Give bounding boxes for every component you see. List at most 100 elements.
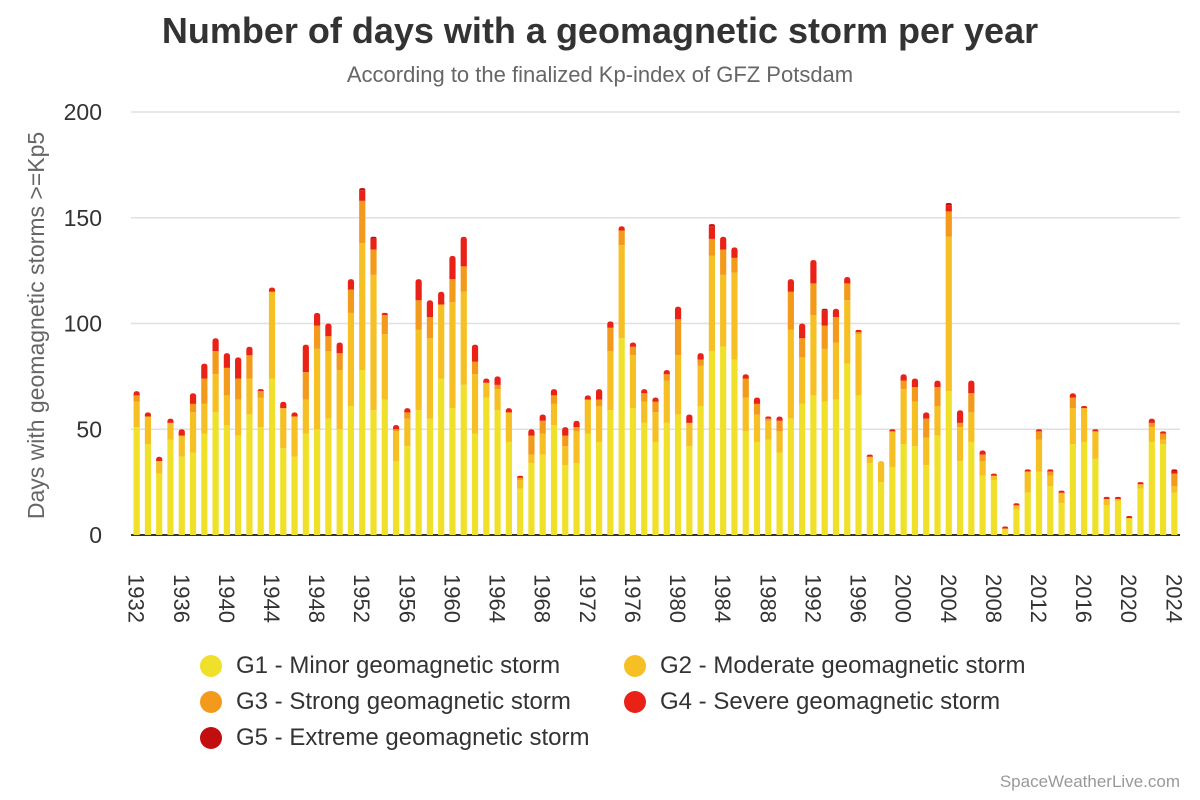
bar-segment-1985-g3[interactable] [731, 257, 738, 273]
bar-segment-1939-g1[interactable] [212, 412, 219, 535]
bar-segment-1932-g4[interactable] [133, 391, 140, 396]
bar-stack-1973[interactable] [596, 389, 603, 535]
bar-segment-1994-g2[interactable] [832, 342, 840, 400]
bar-segment-1964-g4[interactable] [494, 376, 501, 385]
bar-segment-2006-g2[interactable] [968, 412, 975, 442]
bar-segment-2010-g4[interactable] [1013, 503, 1020, 506]
bar-segment-1980-g4[interactable] [674, 306, 682, 320]
bar-stack-2016[interactable] [1081, 405, 1088, 535]
bar-stack-1997[interactable] [866, 454, 873, 535]
bar-stack-1936[interactable] [178, 429, 185, 535]
bar-segment-1997-g4[interactable] [866, 454, 873, 457]
bar-segment-1989-g4[interactable] [776, 416, 783, 421]
bar-segment-1958-g3[interactable] [426, 317, 434, 339]
bar-segment-1986-g1[interactable] [742, 431, 749, 535]
bar-segment-1992-g4[interactable] [810, 260, 817, 284]
bar-segment-1970-g3[interactable] [562, 435, 569, 447]
bar-segment-1988-g1[interactable] [765, 439, 772, 535]
bar-segment-1971-g2[interactable] [573, 431, 580, 464]
bar-stack-2017[interactable] [1092, 429, 1099, 535]
bar-segment-1984-g4[interactable] [720, 236, 727, 250]
bar-segment-1971-g3[interactable] [573, 427, 580, 432]
bar-segment-1993-g4[interactable] [821, 310, 828, 326]
bar-segment-2003-g4[interactable] [934, 380, 941, 387]
bar-segment-1982-g4[interactable] [697, 353, 704, 360]
bar-segment-1932-g3[interactable] [133, 395, 140, 402]
bar-stack-1991[interactable] [799, 323, 806, 536]
bar-stack-2020[interactable] [1126, 515, 1133, 535]
bar-stack-1984[interactable] [720, 236, 727, 535]
bar-stack-1958[interactable] [426, 300, 434, 535]
bar-segment-2004-g3[interactable] [945, 211, 952, 237]
bar-segment-1935-g2[interactable] [167, 422, 174, 440]
bar-segment-1932-g1[interactable] [133, 427, 140, 535]
bar-stack-1937[interactable] [189, 393, 197, 535]
bar-segment-1941-g2[interactable] [235, 399, 242, 436]
bar-segment-1939-g4[interactable] [212, 338, 219, 351]
bar-segment-1940-g3[interactable] [223, 367, 230, 396]
bar-segment-2021-g4[interactable] [1137, 482, 1144, 485]
bar-stack-1987[interactable] [753, 397, 761, 535]
bar-segment-2012-g2[interactable] [1035, 439, 1043, 472]
bar-segment-2009-g1[interactable] [1002, 528, 1009, 535]
bar-segment-1960-g4[interactable] [449, 255, 456, 280]
bar-segment-1954-g3[interactable] [381, 315, 388, 335]
bar-stack-2002[interactable] [923, 412, 930, 535]
bar-segment-1961-g4[interactable] [460, 236, 467, 267]
bar-segment-1950-g3[interactable] [336, 353, 343, 371]
bar-segment-1934-g2[interactable] [156, 460, 163, 474]
bar-stack-2015[interactable] [1069, 393, 1076, 535]
bar-segment-1934-g1[interactable] [156, 473, 163, 535]
bar-stack-1993[interactable] [821, 308, 828, 535]
bar-segment-2019-g2[interactable] [1114, 499, 1122, 502]
bar-stack-1999[interactable] [889, 429, 896, 535]
bar-segment-1937-g3[interactable] [189, 403, 197, 413]
bar-segment-1993-g5[interactable] [821, 308, 828, 311]
bar-segment-2016-g2[interactable] [1081, 408, 1088, 442]
bar-segment-1996-g4[interactable] [855, 329, 862, 332]
bar-segment-1960-g2[interactable] [449, 302, 456, 409]
legend-item-g5[interactable]: G5 - Extreme geomagnetic storm [200, 724, 589, 752]
bar-segment-2007-g2[interactable] [979, 460, 986, 476]
bar-segment-1940-g2[interactable] [223, 395, 230, 426]
bar-stack-1952[interactable] [359, 188, 366, 535]
bar-segment-1968-g3[interactable] [539, 420, 546, 434]
bar-segment-2013-g1[interactable] [1047, 486, 1054, 535]
bar-segment-1997-g1[interactable] [866, 463, 873, 535]
bar-segment-1990-g3[interactable] [787, 291, 794, 330]
bar-segment-2011-g1[interactable] [1024, 492, 1031, 535]
bar-segment-1997-g2[interactable] [866, 456, 873, 464]
bar-segment-2023-g2[interactable] [1159, 439, 1167, 445]
bar-stack-1989[interactable] [776, 416, 783, 535]
bar-stack-2022[interactable] [1148, 418, 1155, 535]
bar-segment-2019-g1[interactable] [1114, 501, 1122, 535]
bar-stack-1948[interactable] [314, 312, 321, 535]
bar-segment-1980-g2[interactable] [674, 355, 682, 415]
bar-segment-1985-g2[interactable] [731, 272, 738, 360]
bar-segment-1942-g1[interactable] [246, 414, 253, 535]
bar-stack-1963[interactable] [483, 378, 490, 535]
bar-segment-2002-g1[interactable] [923, 465, 930, 535]
bar-segment-1941-g1[interactable] [235, 435, 242, 535]
bar-segment-1967-g4[interactable] [528, 429, 535, 436]
bar-segment-1947-g1[interactable] [302, 433, 309, 535]
bar-segment-2024-g5[interactable] [1171, 469, 1178, 472]
bar-stack-2012[interactable] [1035, 429, 1043, 535]
bar-segment-1994-g3[interactable] [832, 317, 840, 343]
bar-segment-1937-g4[interactable] [189, 393, 197, 404]
bar-segment-1934-g4[interactable] [156, 456, 163, 461]
bar-segment-1981-g2[interactable] [686, 422, 693, 447]
bar-segment-1937-g1[interactable] [189, 452, 197, 535]
bar-segment-1967-g2[interactable] [528, 454, 535, 464]
bar-segment-1975-g4[interactable] [618, 226, 625, 231]
bar-segment-1978-g2[interactable] [652, 412, 659, 442]
bar-segment-1937-g2[interactable] [189, 412, 197, 453]
bar-segment-1981-g1[interactable] [686, 446, 693, 535]
bar-segment-2022-g1[interactable] [1148, 441, 1155, 535]
bar-segment-1941-g3[interactable] [235, 378, 242, 400]
bar-stack-1988[interactable] [765, 416, 772, 535]
bar-segment-1991-g1[interactable] [799, 403, 806, 535]
bar-segment-2010-g1[interactable] [1013, 509, 1020, 535]
legend-item-g1[interactable]: G1 - Minor geomagnetic storm [200, 652, 560, 680]
bar-segment-1965-g1[interactable] [505, 441, 512, 535]
